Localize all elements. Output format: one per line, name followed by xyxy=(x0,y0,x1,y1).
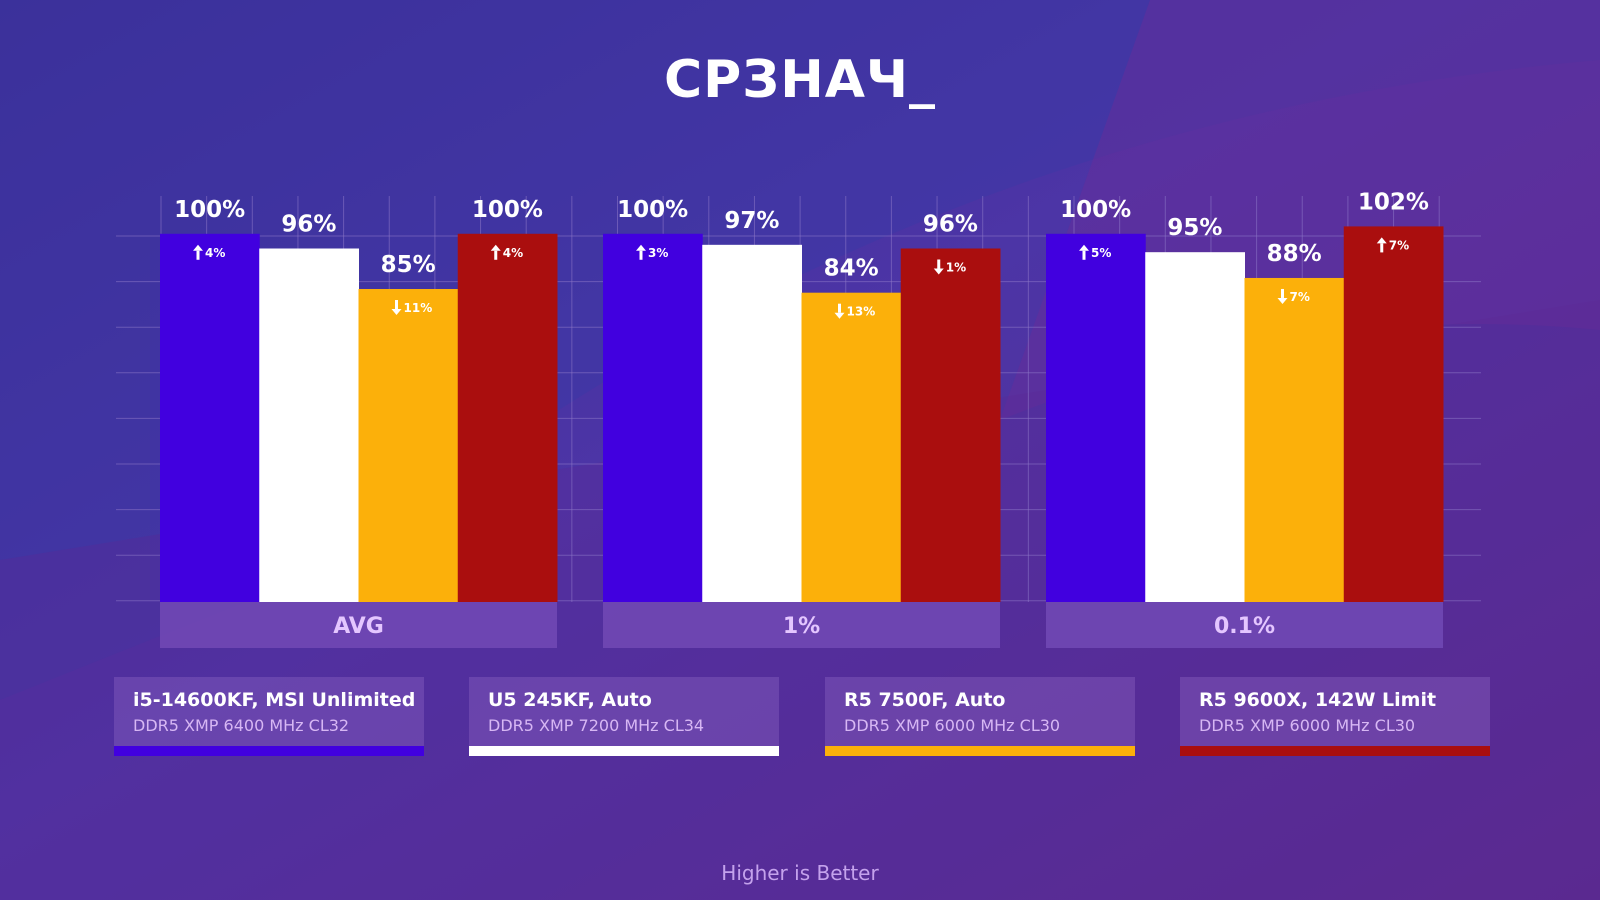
arrow-up-icon xyxy=(193,244,203,260)
chart-title: СРЗНАЧ_ xyxy=(663,50,936,110)
arrow-down-icon xyxy=(1277,288,1288,304)
group-label-1: 1% xyxy=(783,614,820,639)
arrow-head xyxy=(933,268,944,275)
bar-3-0 xyxy=(457,233,558,602)
delta-label-0-1: 3% xyxy=(648,246,668,260)
arrow-head xyxy=(1277,297,1288,304)
arrow-head xyxy=(193,244,203,251)
bar-1-2 xyxy=(1145,252,1245,602)
legend-color-swatch xyxy=(1180,746,1490,756)
arrow-head xyxy=(1376,237,1387,244)
delta-label-3-2: 7% xyxy=(1389,238,1409,252)
group-label-0: AVG xyxy=(333,614,384,639)
delta-label-3-1: 1% xyxy=(946,261,966,275)
value-label-1-1: 97% xyxy=(724,208,779,234)
arrow-up-icon xyxy=(636,244,646,260)
value-label-3-0: 100% xyxy=(472,197,543,223)
value-label-2-1: 84% xyxy=(824,256,879,282)
group-label-2: 0.1% xyxy=(1214,614,1275,639)
delta-label-2-0: 11% xyxy=(404,301,433,315)
legend-item-name: U5 245KF, Auto xyxy=(488,689,652,711)
bar-3-2 xyxy=(1343,226,1444,603)
legend-item: i5-14600KF, MSI Unlimited DDR5 XMP 6400 M… xyxy=(114,677,424,756)
value-label-1-2: 95% xyxy=(1167,215,1222,241)
value-label-3-1: 96% xyxy=(923,212,978,238)
legend-item: R5 9600X, 142W Limit DDR5 XMP 6000 MHz CL… xyxy=(1180,677,1490,756)
arrow-shaft xyxy=(639,250,643,260)
bar-2-0 xyxy=(358,289,459,602)
legend-item-name: R5 9600X, 142W Limit xyxy=(1199,689,1437,711)
delta-label-2-1: 13% xyxy=(847,305,876,319)
value-label-0-0: 100% xyxy=(174,197,245,223)
arrow-shaft xyxy=(494,250,498,260)
arrow-head xyxy=(636,244,646,251)
arrow-up-icon xyxy=(1376,237,1387,253)
legend-item-subtitle: DDR5 XMP 6000 MHz CL30 xyxy=(1199,716,1416,735)
bar-1-0 xyxy=(259,248,359,602)
delta-label-0-2: 5% xyxy=(1091,246,1111,260)
arrow-shaft xyxy=(395,300,398,310)
value-label-0-1: 100% xyxy=(617,197,688,223)
value-label-0-2: 100% xyxy=(1060,197,1131,223)
arrow-up-icon xyxy=(490,244,501,260)
group-label-band xyxy=(160,602,557,648)
value-label-2-0: 85% xyxy=(381,252,436,278)
arrow-head xyxy=(834,312,845,319)
legend-item-subtitle: DDR5 XMP 7200 MHz CL34 xyxy=(488,716,705,735)
delta-label-0-0: 4% xyxy=(205,246,225,260)
arrow-down-icon xyxy=(834,303,845,319)
arrow-shaft xyxy=(196,250,200,260)
bar-0-0 xyxy=(160,233,260,602)
arrow-head xyxy=(391,309,402,316)
bar-2-1 xyxy=(801,292,902,602)
legend-item: R5 7500F, Auto DDR5 XMP 6000 MHz CL30 xyxy=(825,677,1135,756)
legend-item-name: i5-14600KF, MSI Unlimited xyxy=(133,689,416,711)
arrow-down-icon xyxy=(933,259,944,275)
legend-item: U5 245KF, Auto DDR5 XMP 7200 MHz CL34 xyxy=(469,677,779,756)
value-label-3-2: 102% xyxy=(1358,189,1429,215)
delta-label-2-2: 7% xyxy=(1290,290,1310,304)
legend-item-subtitle: DDR5 XMP 6400 MHz CL32 xyxy=(133,716,350,735)
bar-0-2 xyxy=(1046,233,1146,602)
bar-2-2 xyxy=(1244,277,1345,602)
group-label-band xyxy=(603,602,1000,648)
arrow-head xyxy=(490,244,501,251)
arrow-shaft xyxy=(1082,250,1086,260)
value-label-2-2: 88% xyxy=(1267,241,1322,267)
legend-color-swatch xyxy=(469,746,779,756)
arrow-shaft xyxy=(937,259,941,269)
legend-color-swatch xyxy=(114,746,424,756)
arrow-shaft xyxy=(1281,288,1284,298)
arrow-up-icon xyxy=(1079,244,1089,260)
bar-0-1 xyxy=(603,233,703,602)
arrow-head xyxy=(1079,244,1089,251)
arrow-shaft xyxy=(838,303,841,313)
value-label-1-0: 96% xyxy=(281,212,336,238)
group-label-band xyxy=(1046,602,1443,648)
legend-color-swatch xyxy=(825,746,1135,756)
bar-1-1 xyxy=(702,244,802,602)
arrow-shaft xyxy=(1380,243,1384,253)
legend-item-name: R5 7500F, Auto xyxy=(844,689,1006,711)
bar-3-1 xyxy=(900,248,1001,602)
higher-is-better-note: Higher is Better xyxy=(721,861,879,885)
legend-item-subtitle: DDR5 XMP 6000 MHz CL30 xyxy=(844,716,1061,735)
delta-label-3-0: 4% xyxy=(503,246,523,260)
arrow-down-icon xyxy=(391,300,402,316)
